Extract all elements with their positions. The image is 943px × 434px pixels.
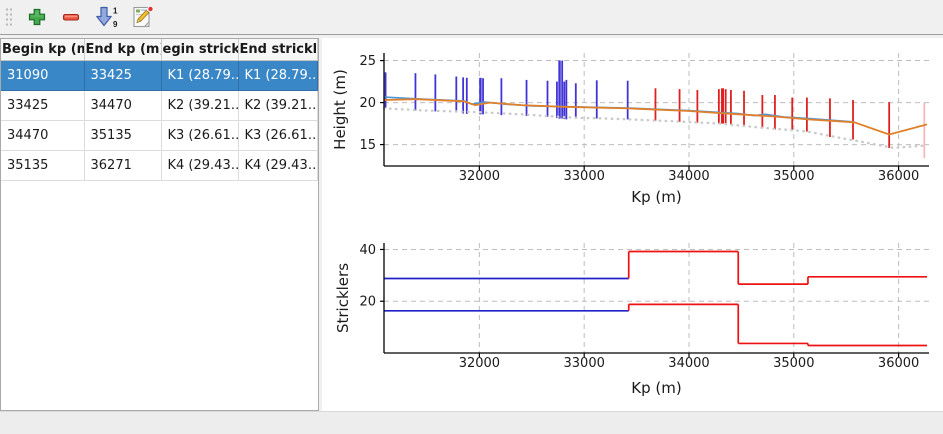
cell-begin-strickler[interactable]: K2 (39.21… xyxy=(161,90,239,121)
svg-text:20: 20 xyxy=(359,295,376,310)
cell-begin-kp[interactable]: 35135 xyxy=(1,150,85,181)
toolbar-grip[interactable] xyxy=(4,6,12,28)
main-area: Begin kp (m) End kp (m) egin strickle En… xyxy=(0,38,943,411)
edit-zone-button[interactable] xyxy=(128,3,158,31)
cell-end-strickler[interactable]: K2 (39.21… xyxy=(238,90,318,121)
svg-text:33000: 33000 xyxy=(564,356,605,371)
sort-numeric-button[interactable]: 1 9 xyxy=(90,3,124,31)
svg-text:36000: 36000 xyxy=(878,169,919,184)
header-end-kp[interactable]: End kp (m) xyxy=(84,39,162,61)
cell-begin-kp[interactable]: 34470 xyxy=(1,120,85,151)
header-begin-strickler[interactable]: egin strickle xyxy=(161,39,239,61)
add-zone-button[interactable] xyxy=(22,3,52,31)
cell-begin-kp[interactable]: 33425 xyxy=(1,90,85,121)
svg-text:36000: 36000 xyxy=(878,356,919,371)
svg-text:34000: 34000 xyxy=(668,169,709,184)
cell-begin-strickler[interactable]: K3 (26.61… xyxy=(161,120,239,151)
friction-zones-panel: Begin kp (m) End kp (m) egin strickle En… xyxy=(0,38,319,411)
svg-text:Kp (m): Kp (m) xyxy=(631,188,681,206)
svg-text:25: 25 xyxy=(359,54,376,69)
cell-begin-strickler[interactable]: K4 (29.43… xyxy=(161,150,239,181)
header-begin-kp[interactable]: Begin kp (m) xyxy=(1,39,85,61)
svg-text:9: 9 xyxy=(113,20,118,29)
svg-text:40: 40 xyxy=(359,243,376,258)
svg-text:Stricklers: Stricklers xyxy=(334,263,352,333)
svg-text:1: 1 xyxy=(113,7,118,16)
svg-text:Kp (m): Kp (m) xyxy=(631,379,681,397)
svg-text:32000: 32000 xyxy=(459,169,500,184)
stricklers-chart[interactable]: 32000 33000 34000 35000 36000 20 40 Kp (m) Stric… xyxy=(322,233,943,411)
table-row[interactable]: 34470 35135 K3 (26.61… K3 (26.61… xyxy=(1,120,318,151)
svg-text:20: 20 xyxy=(359,96,376,111)
cell-end-kp[interactable]: 33425 xyxy=(84,60,162,91)
friction-zones-table: Begin kp (m) End kp (m) egin strickle En… xyxy=(1,39,318,181)
remove-zone-button[interactable] xyxy=(56,3,86,31)
svg-text:35000: 35000 xyxy=(773,169,814,184)
cell-end-strickler[interactable]: K4 (29.43… xyxy=(238,150,318,181)
cell-end-kp[interactable]: 36271 xyxy=(84,150,162,181)
table-row[interactable]: 33425 34470 K2 (39.21… K2 (39.21… xyxy=(1,90,318,121)
cell-end-kp[interactable]: 34470 xyxy=(84,90,162,121)
plus-icon xyxy=(28,8,46,26)
svg-text:35000: 35000 xyxy=(773,356,814,371)
minus-icon xyxy=(62,13,80,21)
table-row[interactable]: 31090 33425 K1 (28.79… K1 (28.79… xyxy=(1,60,318,91)
svg-text:32000: 32000 xyxy=(459,356,500,371)
cell-end-kp[interactable]: 35135 xyxy=(84,120,162,151)
cell-begin-kp[interactable]: 31090 xyxy=(1,60,85,91)
table-row[interactable]: 35135 36271 K4 (29.43… K4 (29.43… xyxy=(1,150,318,181)
header-end-strickler[interactable]: End strickler xyxy=(238,39,318,61)
edit-icon xyxy=(133,6,154,28)
cell-begin-strickler[interactable]: K1 (28.79… xyxy=(161,60,239,91)
svg-text:15: 15 xyxy=(359,138,376,153)
status-bar xyxy=(0,411,943,434)
cell-end-strickler[interactable]: K3 (26.61… xyxy=(238,120,318,151)
svg-text:Height (m): Height (m) xyxy=(331,69,349,150)
sort-numeric-ascending-icon: 1 9 xyxy=(96,7,118,29)
toolbar: 1 9 xyxy=(0,0,943,35)
cell-end-strickler[interactable]: K1 (28.79… xyxy=(238,60,318,91)
svg-text:34000: 34000 xyxy=(668,356,709,371)
svg-text:33000: 33000 xyxy=(564,169,605,184)
height-profile-chart[interactable]: 32000 33000 34000 35000 36000 15 20 25 Kp (m) Hei… xyxy=(322,38,943,233)
table-header-row: Begin kp (m) End kp (m) egin strickle En… xyxy=(1,39,318,61)
plots-panel: 32000 33000 34000 35000 36000 15 20 25 Kp (m) Hei… xyxy=(322,38,943,411)
